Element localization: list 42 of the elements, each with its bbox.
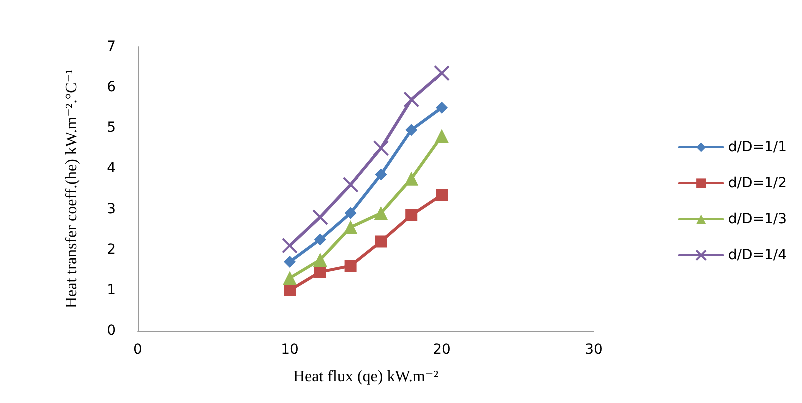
- point: [284, 284, 296, 296]
- x-tick-label: 10: [281, 342, 299, 358]
- point: [374, 206, 388, 220]
- point: [313, 253, 328, 267]
- y-tick-label: 0: [107, 323, 116, 339]
- point: [406, 209, 418, 222]
- point: [406, 124, 418, 136]
- point: [436, 189, 448, 202]
- x-tick-label: 20: [433, 342, 451, 358]
- y-tick-label: 3: [107, 201, 116, 218]
- point: [375, 168, 388, 181]
- point: [404, 172, 419, 186]
- point: [435, 129, 449, 144]
- x-axis-title: Heat flux (qe) kW.m⁻²: [293, 368, 439, 386]
- legend-label: d/D=1/3: [728, 212, 788, 228]
- y-tick-label: 5: [107, 120, 116, 136]
- point: [344, 207, 357, 220]
- legend-label: d/D=1/1: [728, 140, 788, 156]
- legend-label: d/D=1/4: [728, 248, 788, 264]
- point: [375, 236, 388, 248]
- point: [344, 220, 358, 235]
- point: [342, 176, 359, 193]
- point: [436, 102, 448, 114]
- legend-label: d/D=1/2: [728, 176, 788, 192]
- point: [282, 238, 298, 254]
- point: [404, 92, 420, 108]
- point: [284, 256, 296, 268]
- y-tick-label: 2: [107, 242, 116, 258]
- point: [283, 271, 297, 286]
- point: [344, 260, 357, 272]
- x-tick-label: 0: [134, 342, 142, 358]
- y-tick-label: 4: [107, 160, 116, 177]
- y-axis-title: Heat transfer coeff.(he) kW.m⁻².°C⁻¹: [64, 69, 80, 309]
- point: [314, 234, 326, 246]
- y-tick-label: 6: [107, 80, 116, 96]
- point: [314, 266, 326, 278]
- x-tick-label: 30: [585, 342, 603, 358]
- y-tick-label: 7: [107, 39, 116, 55]
- point: [373, 140, 390, 156]
- y-tick-label: 1: [107, 282, 116, 298]
- point: [312, 209, 328, 226]
- point: [434, 65, 450, 82]
